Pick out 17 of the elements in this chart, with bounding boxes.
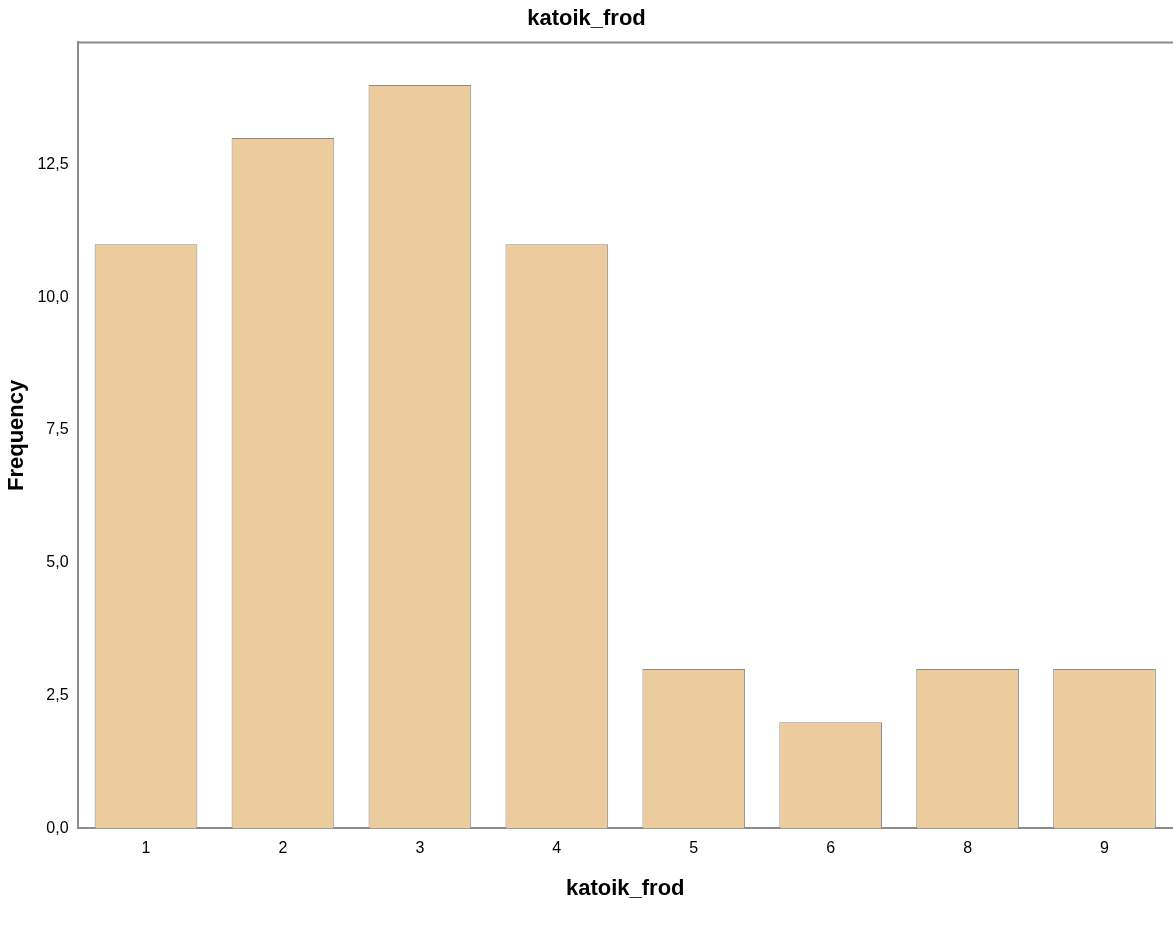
x-axis-title: katoik_frod	[565, 874, 685, 900]
y-axis-title: Frequency	[3, 379, 29, 492]
x-tick-label: 4	[552, 839, 562, 857]
x-tick-label: 8	[963, 839, 973, 857]
y-tick-label: 7,5	[46, 420, 69, 438]
y-tick-label: 2,5	[46, 686, 69, 704]
y-tick-label: 5,0	[46, 553, 69, 571]
y-tick-label: 12,5	[37, 154, 69, 172]
x-tick-label: 3	[415, 839, 425, 857]
x-tick-label: 2	[278, 839, 288, 857]
chart-title: katoik_frod	[527, 5, 646, 31]
x-tick-label: 5	[689, 839, 699, 857]
x-tick-label: 6	[826, 839, 836, 857]
y-tick-label: 0,0	[46, 818, 69, 836]
x-tick-label: 9	[1100, 839, 1110, 857]
y-tick-label: 10,0	[37, 287, 69, 305]
x-tick-label: 1	[141, 839, 151, 857]
